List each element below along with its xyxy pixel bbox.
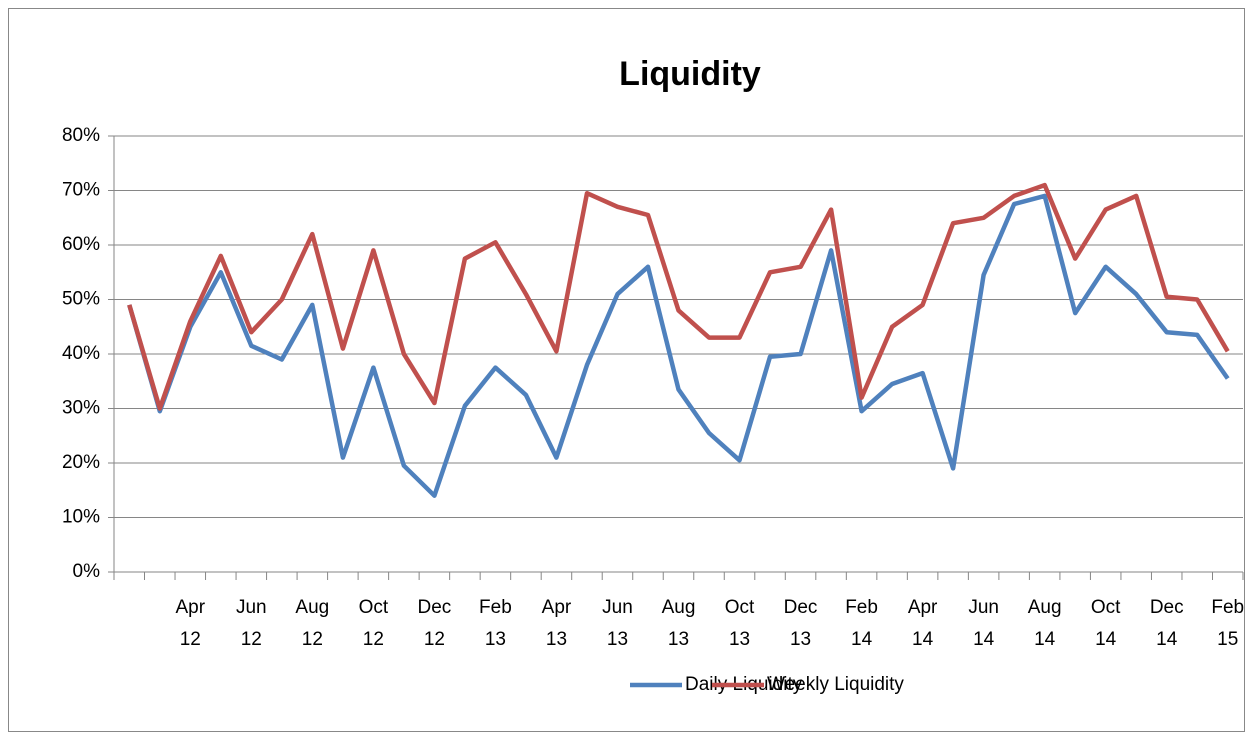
chart-border [8,8,1245,732]
x-tick-label: Feb 15 [1211,597,1244,650]
x-tick-label: Jun 14 [968,597,999,650]
x-tick-label: Dec 14 [1150,597,1184,650]
x-tick-label: Oct 13 [725,597,755,650]
x-tick-label: Aug 14 [1028,597,1062,650]
x-tick-label: Jun 12 [236,597,267,650]
y-tick-label: 0% [73,561,101,582]
y-tick-label: 30% [62,398,100,419]
legend-label: Weekly Liquidity [767,674,904,695]
x-tick-label: Jun 13 [602,597,633,650]
x-tick-label: Apr 13 [542,597,572,650]
y-tick-label: 10% [62,507,100,528]
x-tick-label: Feb 13 [479,597,512,650]
y-tick-label: 80% [62,125,100,146]
x-tick-label: Apr 14 [908,597,938,650]
x-tick-label: Aug 12 [295,597,329,650]
y-tick-label: 70% [62,180,100,201]
x-tick-label: Dec 12 [417,597,451,650]
y-tick-label: 50% [62,289,100,310]
chart-title: Liquidity [619,55,761,93]
x-tick-label: Feb 14 [845,597,878,650]
x-tick-label: Oct 14 [1091,597,1121,650]
y-tick-label: 60% [62,234,100,255]
x-tick-label: Aug 13 [662,597,696,650]
y-tick-label: 20% [62,452,100,473]
series-line [127,193,1230,498]
y-tick-label: 40% [62,343,100,364]
x-tick-label: Apr 12 [175,597,205,650]
x-tick-label: Dec 13 [784,597,818,650]
x-tick-label: Oct 12 [359,597,389,650]
series-line [127,182,1230,411]
